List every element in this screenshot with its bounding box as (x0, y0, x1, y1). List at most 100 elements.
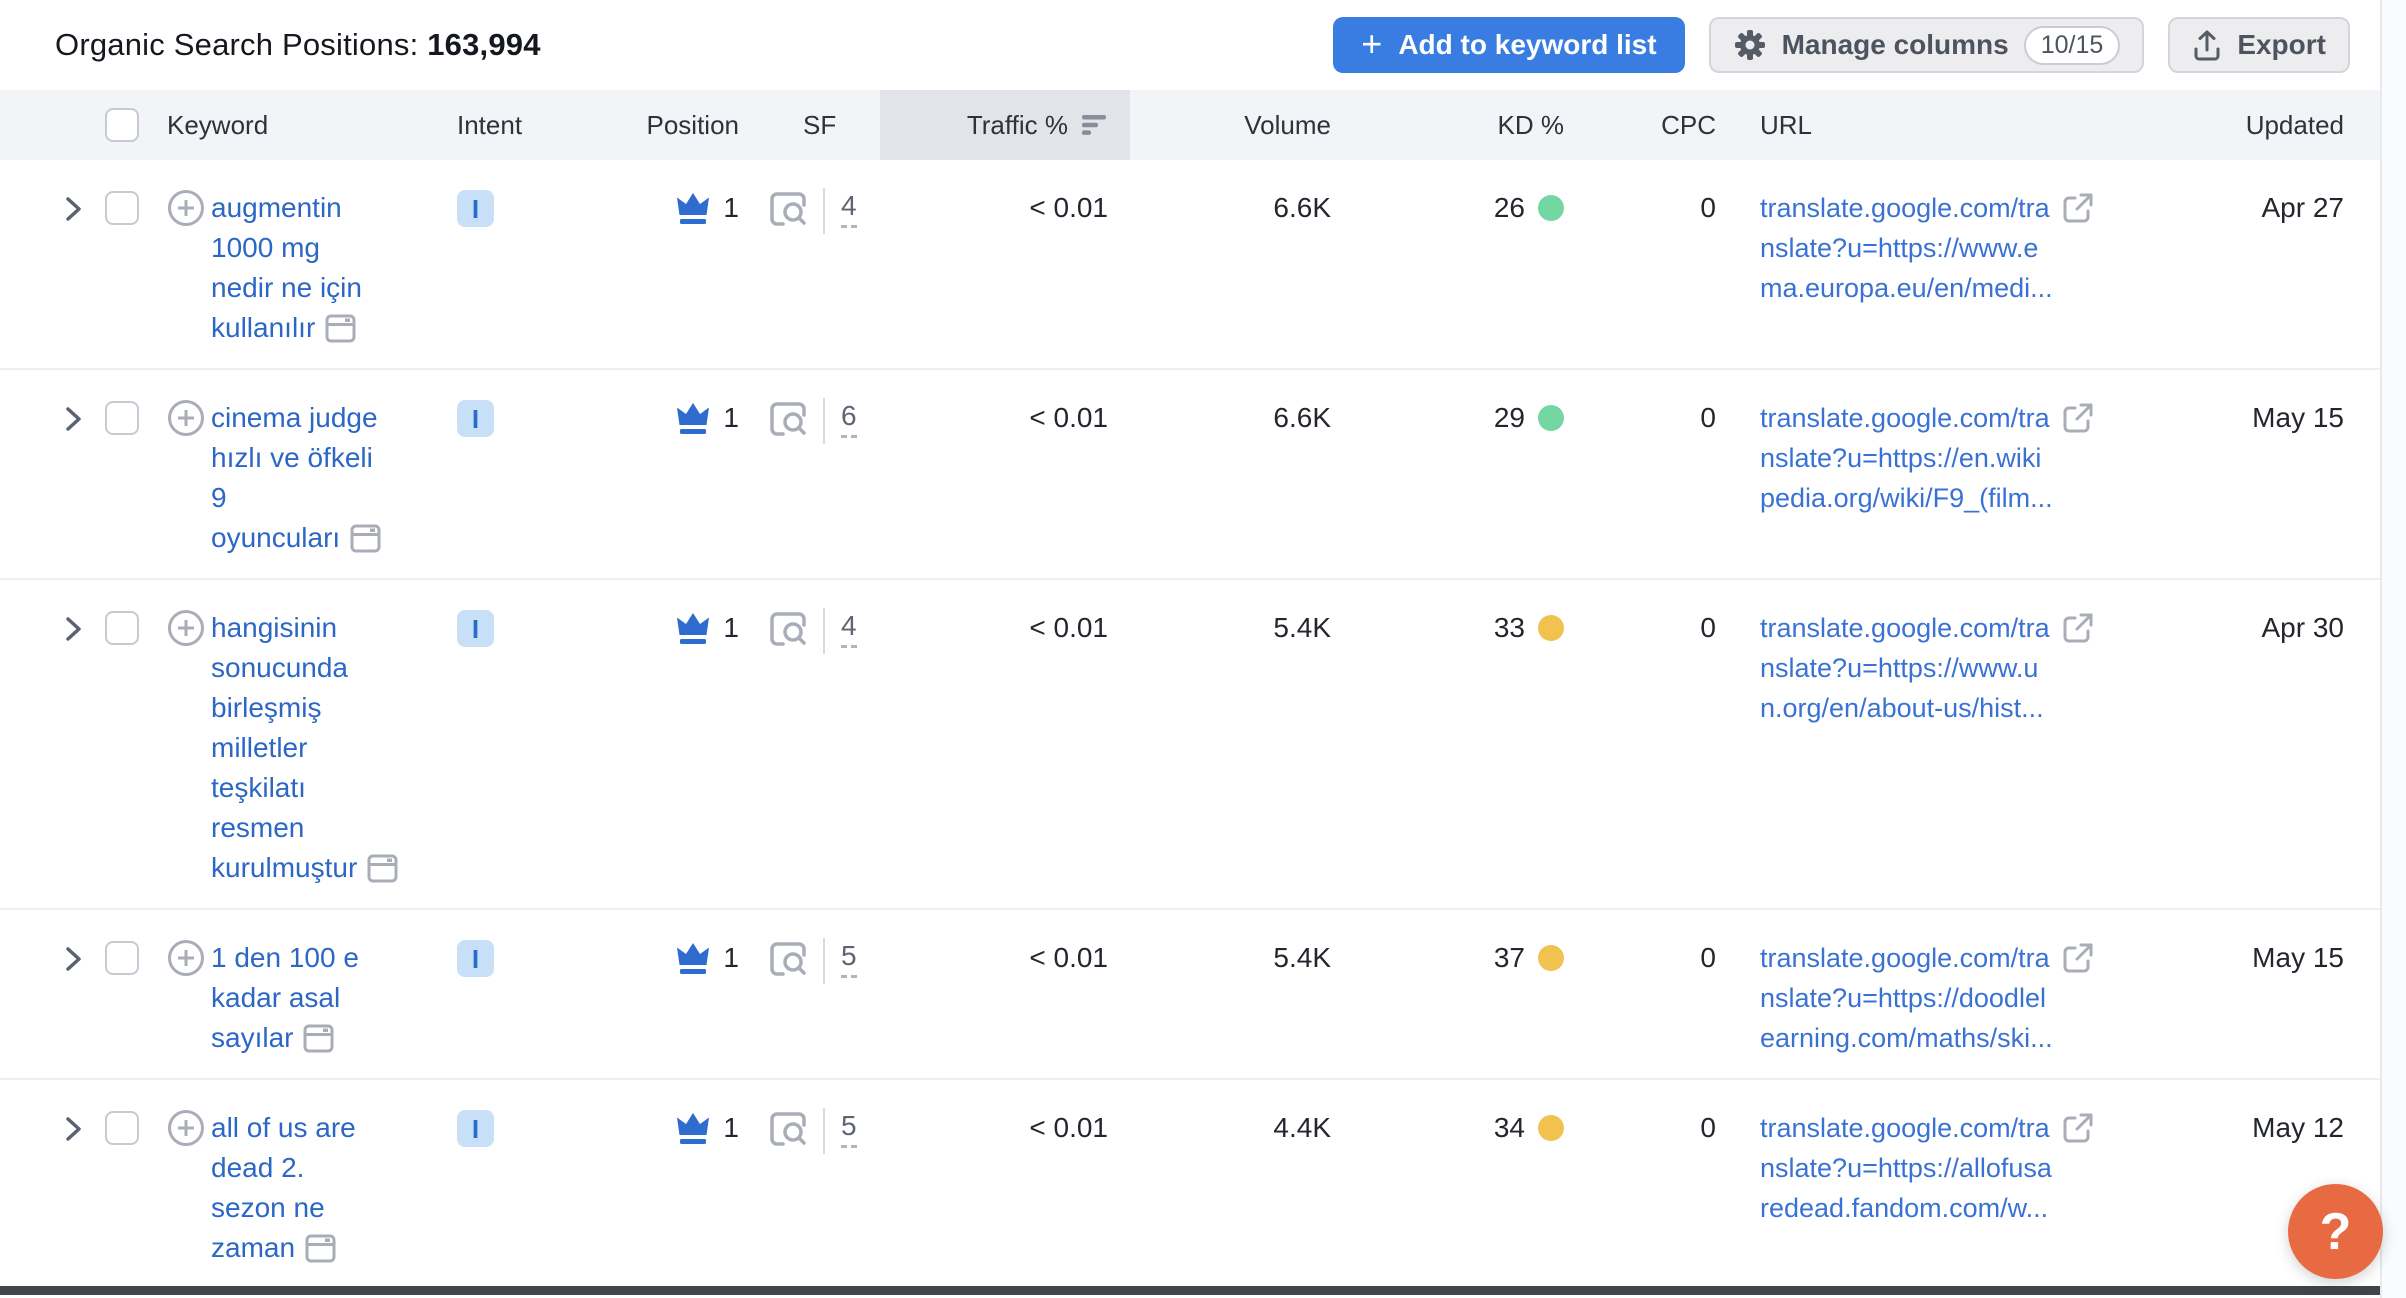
url-link[interactable]: translate.google.com/translate?u=https:/… (1760, 1108, 2140, 1228)
serp-snapshot-icon[interactable] (367, 854, 398, 883)
url-link[interactable]: translate.google.com/translate?u=https:/… (1760, 608, 2140, 728)
url-text-line[interactable]: translate.google.com/tra (1760, 1108, 2140, 1148)
add-keyword-icon[interactable] (167, 609, 205, 908)
view-serp-icon[interactable] (769, 400, 809, 449)
url-text-line[interactable]: pedia.org/wiki/F9_(film... (1760, 478, 2140, 518)
sf-count-link[interactable]: 4 (841, 608, 857, 648)
column-header-keyword[interactable]: Keyword (167, 90, 457, 160)
manage-columns-button[interactable]: Manage columns 10/15 (1709, 17, 2145, 73)
view-serp-icon[interactable] (769, 190, 809, 239)
column-header-url[interactable]: URL (1720, 90, 2140, 160)
url-text-line[interactable]: nslate?u=https://allofusa (1760, 1148, 2140, 1188)
external-link-icon[interactable] (2062, 402, 2094, 434)
add-to-keyword-list-button[interactable]: + Add to keyword list (1333, 17, 1684, 73)
external-link-icon[interactable] (2062, 942, 2094, 974)
column-header-traffic[interactable]: Traffic % (880, 90, 1130, 160)
url-text-line[interactable]: n.org/en/about-us/hist... (1760, 688, 2140, 728)
add-keyword-icon[interactable] (167, 399, 205, 578)
view-serp-icon[interactable] (769, 940, 809, 989)
url-text-line[interactable]: redead.fandom.com/w... (1760, 1188, 2140, 1228)
row-checkbox[interactable] (105, 941, 139, 975)
serp-snapshot-icon[interactable] (325, 314, 356, 343)
row-checkbox[interactable] (105, 191, 139, 225)
keyword-link[interactable]: cinema judgehızlı ve öfkeli9oyuncuları (211, 398, 381, 578)
sf-count-link[interactable]: 5 (841, 938, 857, 978)
chevron-right-icon[interactable] (63, 404, 83, 444)
url-link[interactable]: translate.google.com/translate?u=https:/… (1760, 398, 2140, 518)
keyword-text-line[interactable]: 1000 mg (211, 228, 362, 268)
keyword-text-line[interactable]: teşkilatı (211, 768, 398, 808)
external-link-icon[interactable] (2062, 612, 2094, 644)
keyword-text-line[interactable]: kullanılır (211, 308, 362, 348)
keyword-text-line[interactable]: hızlı ve öfkeli (211, 438, 381, 478)
url-text-line[interactable]: nslate?u=https://doodlel (1760, 978, 2140, 1018)
add-keyword-icon[interactable] (167, 1109, 205, 1288)
keyword-text-line[interactable]: sezon ne (211, 1188, 356, 1228)
chevron-right-icon[interactable] (63, 194, 83, 234)
sf-count-link[interactable]: 6 (841, 398, 857, 438)
column-header-intent[interactable]: Intent (457, 90, 632, 160)
keyword-text-line[interactable]: kurulmuştur (211, 848, 398, 888)
view-serp-icon[interactable] (769, 610, 809, 659)
keyword-text-line[interactable]: augmentin (211, 188, 362, 228)
url-text-line[interactable]: nslate?u=https://en.wiki (1760, 438, 2140, 478)
url-text-line[interactable]: nslate?u=https://www.e (1760, 228, 2140, 268)
serp-snapshot-icon[interactable] (303, 1024, 334, 1053)
keyword-text-line[interactable]: dead 2. (211, 1148, 356, 1188)
keyword-text-line[interactable]: milletler (211, 728, 398, 768)
url-link[interactable]: translate.google.com/translate?u=https:/… (1760, 188, 2140, 308)
url-link[interactable]: translate.google.com/translate?u=https:/… (1760, 938, 2140, 1058)
add-keyword-icon[interactable] (167, 939, 205, 1078)
keyword-text-line[interactable]: kadar asal (211, 978, 359, 1018)
sf-count-link[interactable]: 5 (841, 1108, 857, 1148)
intent-badge-informational[interactable]: I (457, 610, 494, 647)
keyword-link[interactable]: 1 den 100 ekadar asalsayılar (211, 938, 359, 1078)
url-text-line[interactable]: translate.google.com/tra (1760, 188, 2140, 228)
serp-snapshot-icon[interactable] (305, 1234, 336, 1263)
column-header-kd[interactable]: KD % (1345, 90, 1580, 160)
url-text-line[interactable]: nslate?u=https://www.u (1760, 648, 2140, 688)
url-text-line[interactable]: earning.com/maths/ski... (1760, 1018, 2140, 1058)
keyword-text-line[interactable]: 9 (211, 478, 381, 518)
add-keyword-icon[interactable] (167, 189, 205, 368)
column-header-position[interactable]: Position (632, 90, 765, 160)
help-button[interactable]: ? (2288, 1184, 2383, 1279)
keyword-link[interactable]: augmentin1000 mgnedir ne içinkullanılır (211, 188, 362, 368)
row-checkbox[interactable] (105, 611, 139, 645)
keyword-text-line[interactable]: 1 den 100 e (211, 938, 359, 978)
intent-badge-informational[interactable]: I (457, 1110, 494, 1147)
column-header-cpc[interactable]: CPC (1580, 90, 1720, 160)
keyword-text-line[interactable]: oyuncuları (211, 518, 381, 558)
view-serp-icon[interactable] (769, 1110, 809, 1159)
keyword-text-line[interactable]: sayılar (211, 1018, 359, 1058)
keyword-text-line[interactable]: cinema judge (211, 398, 381, 438)
keyword-text-line[interactable]: resmen (211, 808, 398, 848)
keyword-text-line[interactable]: nedir ne için (211, 268, 362, 308)
intent-badge-informational[interactable]: I (457, 400, 494, 437)
keyword-text-line[interactable]: sonucunda (211, 648, 398, 688)
intent-badge-informational[interactable]: I (457, 940, 494, 977)
sf-count-link[interactable]: 4 (841, 188, 857, 228)
keyword-text-line[interactable]: zaman (211, 1228, 356, 1268)
export-button[interactable]: Export (2168, 17, 2350, 73)
keyword-text-line[interactable]: all of us are (211, 1108, 356, 1148)
chevron-right-icon[interactable] (63, 614, 83, 654)
select-all-checkbox[interactable] (105, 108, 139, 142)
url-text-line[interactable]: translate.google.com/tra (1760, 938, 2140, 978)
url-text-line[interactable]: translate.google.com/tra (1760, 398, 2140, 438)
row-checkbox[interactable] (105, 1111, 139, 1145)
chevron-right-icon[interactable] (63, 1114, 83, 1154)
column-header-volume[interactable]: Volume (1130, 90, 1345, 160)
column-header-sf[interactable]: SF (765, 90, 880, 160)
row-checkbox[interactable] (105, 401, 139, 435)
url-text-line[interactable]: translate.google.com/tra (1760, 608, 2140, 648)
external-link-icon[interactable] (2062, 1112, 2094, 1144)
serp-snapshot-icon[interactable] (350, 524, 381, 553)
keyword-text-line[interactable]: birleşmiş (211, 688, 398, 728)
column-header-updated[interactable]: Updated (2140, 90, 2380, 160)
chevron-right-icon[interactable] (63, 944, 83, 984)
intent-badge-informational[interactable]: I (457, 190, 494, 227)
keyword-text-line[interactable]: hangisinin (211, 608, 398, 648)
keyword-link[interactable]: hangisininsonucundabirleşmişmilletlerteş… (211, 608, 398, 908)
url-text-line[interactable]: ma.europa.eu/en/medi... (1760, 268, 2140, 308)
